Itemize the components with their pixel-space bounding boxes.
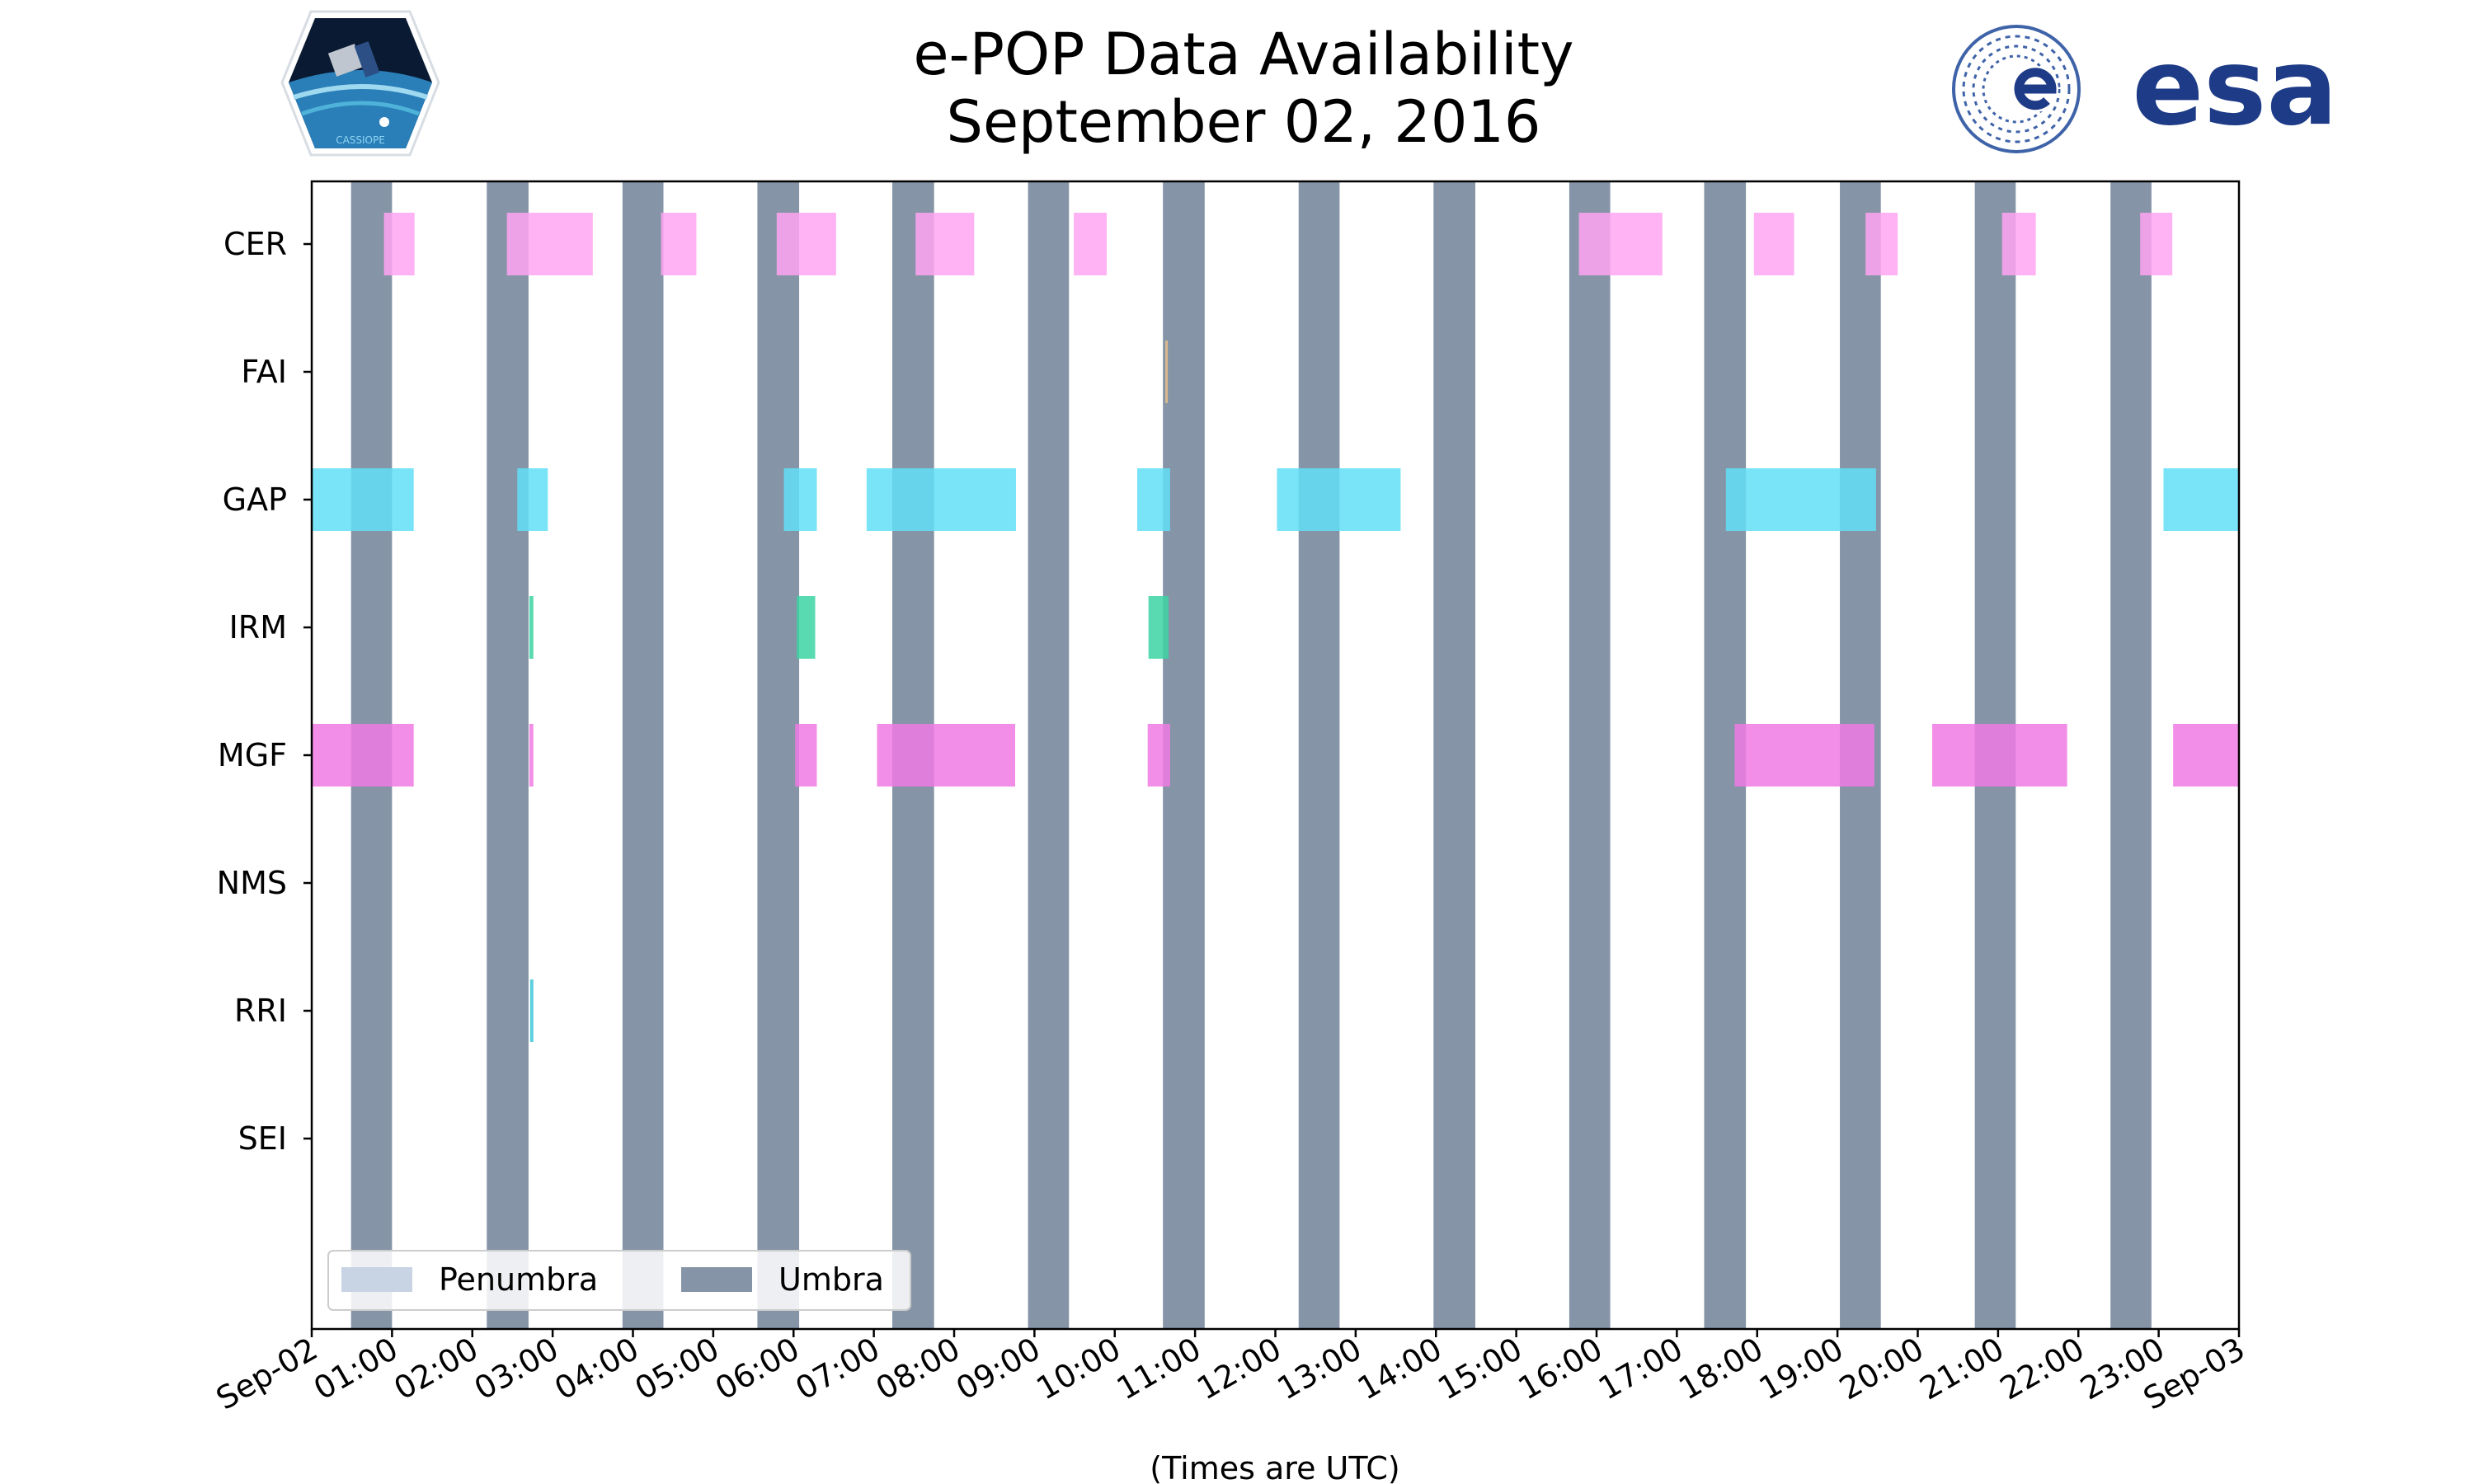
xtick-label-16: 16:00 — [1512, 1331, 1609, 1407]
ytick-label-mgf: MGF — [218, 737, 287, 773]
umbra-band-8 — [1433, 181, 1475, 1329]
xtick-label-13: 13:00 — [1272, 1331, 1368, 1407]
bar-gap-0 — [312, 468, 414, 531]
xtick-label-22: 22:00 — [1994, 1331, 2091, 1407]
bar-gap-3 — [866, 468, 1016, 531]
bar-gap-2 — [783, 468, 817, 531]
legend: Penumbra Umbra — [327, 1250, 911, 1311]
bar-gap-4 — [1137, 468, 1170, 531]
xtick-label-15: 15:00 — [1432, 1331, 1528, 1407]
xtick-label-4: 04:00 — [548, 1331, 645, 1407]
chart-title-line2: September 02, 2016 — [947, 88, 1541, 156]
ytick-label-irm: IRM — [229, 609, 287, 646]
bar-cer-5 — [1074, 213, 1108, 275]
umbra-band-3 — [757, 181, 800, 1329]
xtick-label-14: 14:00 — [1352, 1331, 1448, 1407]
xtick-label-10: 10:00 — [1030, 1331, 1126, 1407]
bar-fai-0 — [1165, 340, 1169, 403]
bar-mgf-2 — [795, 724, 817, 787]
bar-mgf-4 — [1147, 724, 1170, 787]
xtick-label-6: 06:00 — [709, 1331, 806, 1407]
x-axis-label: (Times are UTC) — [1150, 1450, 1399, 1484]
bar-mgf-1 — [529, 724, 534, 787]
bar-irm-1 — [797, 596, 816, 659]
xtick-label-19: 19:00 — [1753, 1331, 1850, 1407]
bar-cer-6 — [1578, 213, 1663, 275]
xtick-label-12: 12:00 — [1191, 1331, 1287, 1407]
esa-logo: esa — [1952, 25, 2338, 153]
legend-swatch-umbra — [681, 1267, 752, 1292]
bar-cer-4 — [915, 213, 975, 275]
umbra-band-5 — [1028, 181, 1070, 1329]
xtick-label-0: Sep-02 — [210, 1331, 324, 1417]
legend-box — [327, 1250, 911, 1311]
chart-title-line1: e-POP Data Availability — [913, 21, 1573, 88]
xtick-label-18: 18:00 — [1672, 1331, 1769, 1407]
xtick-label-17: 17:00 — [1592, 1331, 1689, 1407]
bar-mgf-5 — [1734, 724, 1874, 787]
xtick-label-8: 08:00 — [870, 1331, 967, 1407]
umbra-band-2 — [622, 181, 664, 1329]
xtick-label-5: 05:00 — [629, 1331, 726, 1407]
bar-mgf-3 — [877, 724, 1016, 787]
xtick-label-11: 11:00 — [1111, 1331, 1207, 1407]
legend-swatch-penumbra — [341, 1267, 412, 1292]
bar-irm-0 — [529, 596, 534, 659]
cassiope-logo-caption: CASSIOPE — [336, 134, 385, 146]
xtick-label-21: 21:00 — [1914, 1331, 2011, 1407]
bar-mgf-7 — [2173, 724, 2239, 787]
umbra-band-9 — [1569, 181, 1611, 1329]
xtick-label-3: 03:00 — [468, 1331, 565, 1407]
bar-cer-0 — [383, 213, 415, 275]
bar-cer-10 — [2140, 213, 2173, 275]
xtick-label-2: 02:00 — [388, 1331, 484, 1407]
bar-gap-7 — [2163, 468, 2239, 531]
ytick-label-fai: FAI — [241, 354, 287, 390]
legend-label-penumbra: Penumbra — [439, 1261, 598, 1298]
bar-mgf-6 — [1932, 724, 2067, 787]
bar-gap-5 — [1277, 468, 1401, 531]
bar-cer-9 — [2001, 213, 2036, 275]
xtick-label-1: 01:00 — [308, 1331, 404, 1407]
bar-mgf-0 — [312, 724, 414, 787]
bar-cer-3 — [776, 213, 836, 275]
ytick-label-sei: SEI — [238, 1120, 287, 1157]
bar-cer-2 — [661, 213, 697, 275]
xtick-label-20: 20:00 — [1833, 1331, 1930, 1407]
ytick-label-gap: GAP — [223, 481, 287, 518]
bar-irm-2 — [1148, 596, 1169, 659]
umbra-band-7 — [1298, 181, 1340, 1329]
xtick-label-7: 07:00 — [789, 1331, 886, 1407]
bar-gap-1 — [517, 468, 548, 531]
legend-label-umbra: Umbra — [778, 1261, 884, 1298]
bar-rri-0 — [529, 979, 534, 1042]
umbra-band-1 — [487, 181, 529, 1329]
bar-gap-6 — [1725, 468, 1876, 531]
umbra-band-13 — [2110, 181, 2152, 1329]
bar-cer-8 — [1865, 213, 1898, 275]
xtick-label-9: 09:00 — [950, 1331, 1047, 1407]
ytick-label-cer: CER — [223, 226, 287, 262]
bar-cer-1 — [506, 213, 593, 275]
ytick-label-rri: RRI — [234, 993, 287, 1029]
bar-cer-7 — [1753, 213, 1794, 275]
esa-wordmark: esa — [2132, 26, 2337, 149]
cassiope-logo: CASSIOPE — [280, 10, 440, 157]
ytick-label-nms: NMS — [217, 865, 287, 901]
